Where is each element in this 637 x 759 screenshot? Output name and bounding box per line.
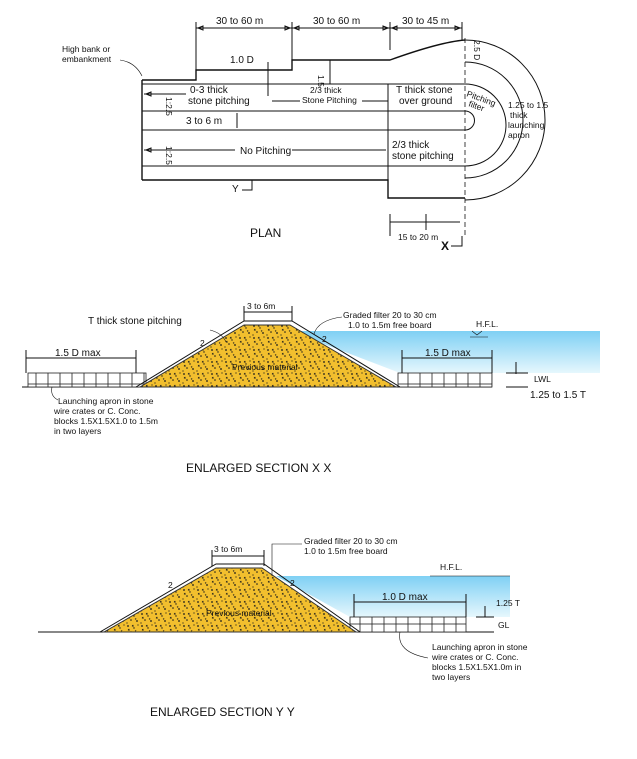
section-xx-title: ENLARGED SECTION X X [186, 461, 331, 475]
dim-one-five: 1.5 [316, 75, 326, 87]
high-bank-label: High bank or [62, 44, 110, 54]
gl-label: GL [498, 620, 510, 630]
side-slope-top: 1:2.5 [164, 97, 174, 116]
over-ground-1: T thick stone [396, 85, 453, 96]
plan-dim-1: 30 to 60 m [216, 16, 263, 27]
stone-pitching-label: T thick stone pitching [88, 316, 182, 327]
filter-yy-2: 1.0 to 1.5m free board [304, 546, 388, 556]
bottom-dim: 15 to 20 m [398, 232, 438, 242]
apron-yy-2: wire crates or C. Conc. [431, 652, 518, 662]
plan-dim-3: 30 to 45 m [402, 16, 449, 27]
filter-xx-1: Graded filter 20 to 30 cm [343, 310, 437, 320]
plan-dim-2: 30 to 60 m [313, 16, 360, 27]
apron-xx-2: wire crates or C. Conc. [53, 406, 140, 416]
apron-xx-3: blocks 1.5X1.5X1.0 to 1.5m [54, 416, 158, 426]
hfl-yy: H.F.L. [440, 562, 462, 572]
embankment-fill [138, 324, 398, 388]
high-bank-label-2: embankment [62, 54, 112, 64]
slope-right-yy: 2 [290, 578, 295, 588]
apron-xx-4: in two layers [54, 426, 101, 436]
lwl-label: LWL [534, 374, 551, 384]
stone-pitching-bottom-1: 2/3 thick [392, 140, 430, 151]
apron-1: 1.25 to 1.5 [508, 100, 548, 110]
one-d-label: 1.0 D [230, 55, 254, 66]
stone-pitching-top-1: 0-3 thick [190, 85, 229, 96]
plan-view: 30 to 60 m 30 to 60 m 30 to 45 m High ba… [62, 16, 548, 253]
thickness-xx: 1.25 to 1.5 T [530, 390, 586, 401]
section-yy-title: ENLARGED SECTION Y Y [150, 705, 295, 719]
section-yy: 3 to 6m Graded filter 20 to 30 cm 1.0 to… [38, 536, 528, 719]
filter-xx-2: 1.0 to 1.5m free board [348, 320, 432, 330]
crest-xx: 3 to 6m [247, 301, 275, 311]
right-dim-yy: 1.0 D max [382, 592, 428, 603]
no-pitching-label: No Pitching [240, 146, 291, 157]
side-slope-bottom: 1:2.5 [164, 146, 174, 165]
stone-pitching-mid-2: Stone Pitching [302, 95, 357, 105]
stone-pitching-bottom-2: stone pitching [392, 151, 454, 162]
apron-yy-1: Launching apron in stone [432, 642, 528, 652]
thickness-yy: 1.25 T [496, 598, 520, 608]
width-label: 3 to 6 m [186, 116, 222, 127]
y-mark: Y [232, 184, 239, 195]
crates-right [397, 372, 493, 388]
crates-left [27, 372, 147, 388]
apron-yy-4: two layers [432, 672, 470, 682]
section-xx: T thick stone pitching 3 to 6m Graded fi… [22, 301, 600, 475]
stone-pitching-mid-1: 2/3 thick [310, 85, 342, 95]
plan-title: PLAN [250, 226, 281, 240]
apron-xx-1: Launching apron in stone [58, 396, 154, 406]
hfl-xx: H.F.L. [476, 319, 498, 329]
stone-pitching-top-2: stone pitching [188, 96, 250, 107]
over-ground-2: over ground [399, 96, 452, 107]
crates-yy [349, 616, 467, 633]
apron-4: apron [508, 130, 530, 140]
fill-yy: Previous material [206, 608, 272, 618]
crest-yy: 3 to 6m [214, 544, 242, 554]
slope-left-xx: 2 [200, 338, 205, 348]
filter-yy-1: Graded filter 20 to 30 cm [304, 536, 398, 546]
right-dim-xx: 1.5 D max [425, 348, 471, 359]
slope-left-yy: 2 [168, 580, 173, 590]
slope-right-xx: 2 [322, 334, 327, 344]
water-area-yy [276, 576, 510, 617]
apron-yy-3: blocks 1.5X1.5X1.0m in [432, 662, 522, 672]
embankment-fill-yy [102, 567, 358, 633]
apron-3: launching [508, 120, 545, 130]
apron-2: thick [510, 110, 528, 120]
x-mark: X [441, 239, 449, 253]
fill-xx: Previous material [232, 362, 298, 372]
dim-two-d: 2.5 D [472, 40, 482, 60]
water-area [290, 331, 600, 373]
left-dim-xx: 1.5 D max [55, 348, 101, 359]
